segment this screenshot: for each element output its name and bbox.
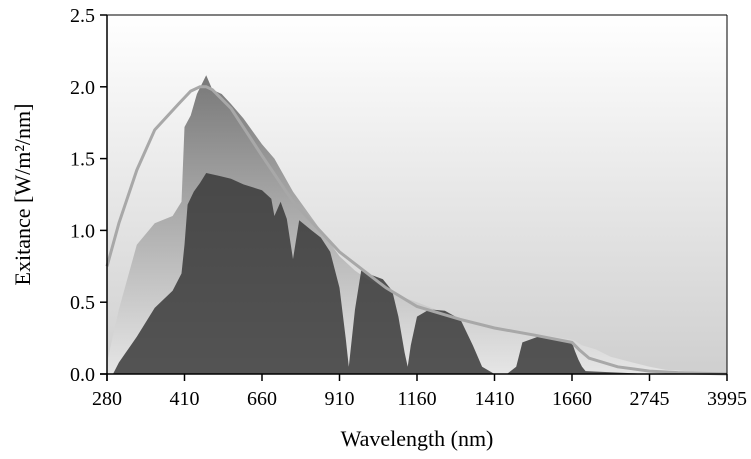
- y-axis-title: Exitance [W/m²/nm]: [10, 104, 35, 286]
- axes-layer: 0.0 0.5 1.0 1.5 2.0 2.5 280 410 660 910 1160 1410 16…: [70, 5, 747, 410]
- y-tick-label: 0.0: [70, 364, 95, 386]
- x-tick-label: 3995: [707, 388, 747, 410]
- blackbody-curve: [105, 85, 728, 376]
- y-tick-label: 2.0: [70, 77, 95, 99]
- x-tick-label: 1410: [475, 388, 515, 410]
- series-layer: [105, 75, 728, 376]
- y-tick-label: 1.0: [70, 220, 95, 242]
- x-tick-label: 1160: [397, 388, 436, 410]
- y-tick-label: 1.5: [70, 149, 95, 171]
- x-tick-label: 910: [325, 388, 355, 410]
- x-tick-label: 280: [92, 388, 122, 410]
- x-tick-label: 410: [170, 388, 200, 410]
- x-tick-label: 660: [247, 388, 277, 410]
- y-tick-label: 2.5: [70, 5, 95, 27]
- x-tick-label: 1660: [552, 388, 592, 410]
- surface-spectrum-area: [113, 173, 727, 374]
- x-tick-label: 2745: [630, 388, 670, 410]
- y-tick-label: 0.5: [70, 292, 95, 314]
- x-axis-title: Wavelength (nm): [341, 426, 494, 451]
